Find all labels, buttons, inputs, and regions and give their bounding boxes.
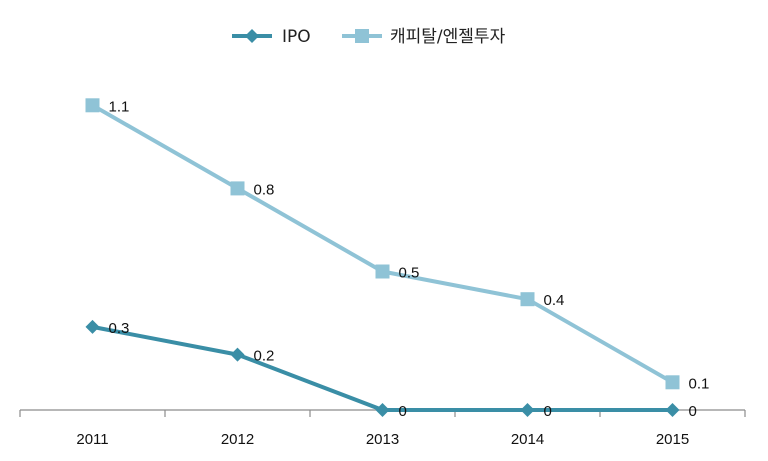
legend-label-ipo: IPO: [282, 27, 311, 47]
data-label-capital-angel-2012: 0.8: [254, 181, 275, 198]
legend: IPO 캐피탈/엔젤투자: [232, 27, 506, 47]
data-label-ipo-2013: 0: [399, 403, 407, 420]
legend-marker-square: [355, 29, 369, 43]
data-label-ipo-2014: 0: [544, 403, 552, 420]
data-label-capital-angel-2014: 0.4: [544, 292, 565, 309]
data-label-capital-angel-2011: 1.1: [109, 98, 130, 115]
point-marker-square: [665, 375, 680, 390]
point-marker-square: [85, 98, 100, 113]
x-tick-label-2011: 2011: [76, 431, 108, 448]
data-labels: 1.1 0.8 0.5 0.4 0.1 0.3 0.2 0 0 0: [109, 98, 710, 420]
series-line-ipo: [92, 324, 673, 412]
legend-label-capital-angel: 캐피탈/엔젤투자: [390, 27, 506, 47]
point-marker-diamond: [230, 347, 245, 362]
x-tick-label-2012: 2012: [221, 431, 254, 448]
data-label-ipo-2011: 0.3: [109, 320, 130, 337]
point-marker-square: [375, 264, 390, 279]
data-label-ipo-2015: 0: [689, 403, 697, 420]
series-lines: [85, 98, 680, 417]
point-marker-diamond: [665, 403, 680, 417]
point-marker-diamond: [520, 403, 535, 417]
data-label-ipo-2012: 0.2: [254, 348, 275, 365]
data-label-capital-angel-2013: 0.5: [399, 265, 420, 282]
series-line-capital-angel: [91, 103, 674, 385]
point-marker-square: [230, 181, 245, 196]
x-tick-label-2014: 2014: [511, 431, 544, 448]
point-marker-diamond: [375, 403, 390, 417]
x-tick-label-2015: 2015: [656, 431, 689, 448]
data-label-capital-angel-2015: 0.1: [689, 375, 710, 392]
legend-marker-diamond: [245, 29, 259, 43]
point-marker-diamond: [85, 319, 100, 334]
x-tick-label-2013: 2013: [366, 431, 399, 448]
point-marker-square: [520, 292, 535, 307]
